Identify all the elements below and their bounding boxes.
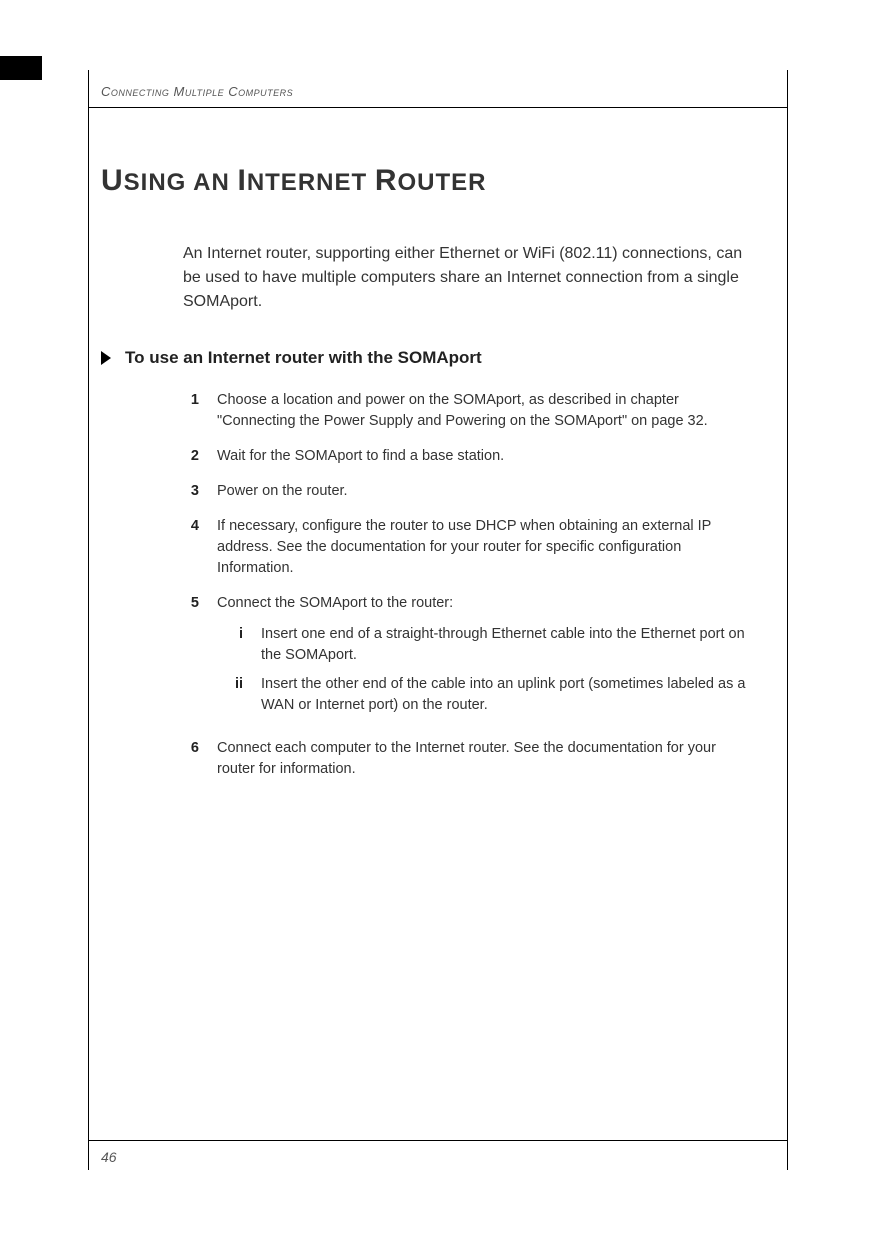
subhead-row: To use an Internet router with the SOMAp… — [101, 348, 763, 368]
title-sc: NTERNET — [247, 169, 375, 196]
step-number: 6 — [183, 738, 199, 780]
title-sc: SING AN — [124, 169, 238, 196]
header-bar: Connecting Multiple Computers — [89, 70, 787, 108]
step-text: Connect each computer to the Internet ro… — [217, 738, 753, 780]
page-frame: Connecting Multiple Computers USING AN I… — [88, 70, 788, 1170]
step-item: 1 Choose a location and power on the SOMA… — [183, 390, 753, 432]
step-number: 2 — [183, 446, 199, 467]
intro-paragraph: An Internet router, supporting either Et… — [183, 242, 753, 314]
step-item: 6 Connect each computer to the Internet r… — [183, 738, 753, 780]
substeps-list: i Insert one end of a straight-through Et… — [217, 624, 753, 716]
steps-list: 1 Choose a location and power on the SOMA… — [183, 390, 753, 780]
step-text: If necessary, configure the router to us… — [217, 516, 753, 579]
step-text: Power on the router. — [217, 481, 753, 502]
step-item: 3 Power on the router. — [183, 481, 753, 502]
substep-text: Insert the other end of the cable into a… — [261, 674, 753, 716]
arrow-right-icon — [101, 351, 111, 365]
step-number: 1 — [183, 390, 199, 432]
substep-item: ii Insert the other end of the cable into… — [223, 674, 753, 716]
substep-text: Insert one end of a straight-through Eth… — [261, 624, 753, 666]
step-number: 4 — [183, 516, 199, 579]
thumb-tab — [0, 56, 42, 80]
page-number: 46 — [101, 1149, 117, 1165]
substep-number: ii — [223, 674, 243, 716]
footer-bar: 46 — [89, 1140, 787, 1170]
step-item: 5Connect the SOMAport to the router:iIns… — [183, 593, 753, 724]
chapter-label: Connecting Multiple Computers — [101, 84, 293, 99]
step-item: 2 Wait for the SOMAport to find a base st… — [183, 446, 753, 467]
procedure-heading: To use an Internet router with the SOMAp… — [125, 348, 482, 368]
step-text: Connect the SOMAport to the router:iInse… — [217, 593, 753, 724]
step-text: Choose a location and power on the SOMAp… — [217, 390, 753, 432]
title-sc: OUTER — [397, 169, 486, 196]
step-number: 3 — [183, 481, 199, 502]
title-cap: U — [101, 164, 124, 197]
title-cap: R — [375, 164, 398, 197]
step-text: Wait for the SOMAport to find a base sta… — [217, 446, 753, 467]
substep-item: i Insert one end of a straight-through Et… — [223, 624, 753, 666]
page-title: USING AN INTERNET ROUTER — [101, 164, 763, 198]
step-number: 5 — [183, 593, 199, 724]
title-cap: I — [237, 164, 246, 197]
substep-number: i — [223, 624, 243, 666]
step-item: 4 If necessary, configure the router to u… — [183, 516, 753, 579]
content-area: USING AN INTERNET ROUTER An Internet rou… — [89, 108, 787, 780]
